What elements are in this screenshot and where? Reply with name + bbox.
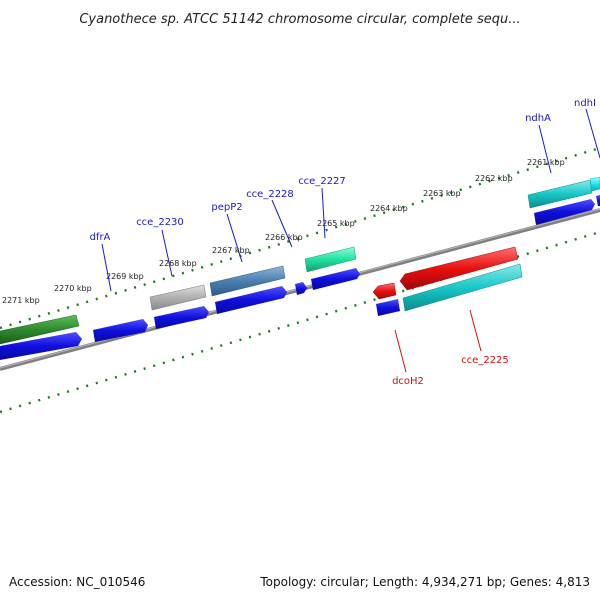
kbp-label: 2270 kbp <box>54 284 92 293</box>
kbp-label: 2263 kbp <box>423 189 461 198</box>
cds-arrow[interactable] <box>311 268 360 290</box>
gene-label-pepP2[interactable]: pepP2 <box>211 202 242 213</box>
gene-label-dfrA[interactable]: dfrA <box>90 232 111 243</box>
forward-gene-labels: dfrA cce_2230 pepP2 cce_2228 cce_2227 nd… <box>90 98 596 243</box>
kbp-label: 2271 kbp <box>2 296 40 305</box>
gene-red[interactable] <box>399 246 519 291</box>
reverse-gene-labels: dcoH2 cce_2225 <box>392 355 509 387</box>
cds-arrow[interactable] <box>596 195 600 206</box>
gene-ndhI[interactable] <box>589 176 600 192</box>
cds-arrow[interactable] <box>215 286 287 314</box>
gene-cce-2230[interactable] <box>149 284 207 311</box>
topology-stats-text: Topology: circular; Length: 4,934,271 bp… <box>259 575 590 589</box>
gene-pepP2[interactable] <box>209 265 286 297</box>
gene-label-ndhI[interactable]: ndhI <box>574 98 596 109</box>
kbp-label: 2264 kbp <box>370 204 408 213</box>
gene-label-cce-2228[interactable]: cce_2228 <box>246 189 294 200</box>
accession-text: Accession: NC_010546 <box>9 575 145 589</box>
forward-cds <box>0 195 600 360</box>
kbp-label: 2269 kbp <box>106 272 144 281</box>
gene-label-ndhA[interactable]: ndhA <box>525 113 551 124</box>
cds-arrow[interactable] <box>0 332 82 360</box>
gene-ndhA[interactable] <box>527 179 593 209</box>
gene-green[interactable] <box>0 314 80 345</box>
map-title: Cyanothece sp. ATCC 51142 chromosome cir… <box>79 12 520 27</box>
gene-label-cce-2230[interactable]: cce_2230 <box>136 217 184 228</box>
kbp-label: 2265 kbp <box>317 219 355 228</box>
cds-arrow[interactable] <box>154 306 209 329</box>
kbp-label: 2262 kbp <box>475 174 513 183</box>
kbp-label: 2268 kbp <box>159 259 197 268</box>
reverse-genes <box>372 246 523 316</box>
forward-genes <box>0 176 600 345</box>
label-leaders <box>101 108 600 373</box>
gene-cce-2225[interactable] <box>402 263 523 312</box>
kbp-labels: 2271 kbp 2270 kbp 2269 kbp 2268 kbp 2267… <box>2 158 565 305</box>
gene-label-dcoH2[interactable]: dcoH2 <box>392 376 424 387</box>
cds-arrow[interactable] <box>295 282 307 295</box>
cds-arrow[interactable] <box>376 299 400 316</box>
gene-label-cce-2227[interactable]: cce_2227 <box>298 176 346 187</box>
kbp-label: 2266 kbp <box>265 233 303 242</box>
kbp-label: 2267 kbp <box>212 246 250 255</box>
gene-label-cce-2225[interactable]: cce_2225 <box>461 355 509 366</box>
gene-cce-2227[interactable] <box>304 246 357 273</box>
gene-dcoH2[interactable] <box>372 282 397 300</box>
cds-arrow[interactable] <box>93 319 148 342</box>
kbp-label: 2261 kbp <box>527 158 565 167</box>
cds-arrow[interactable] <box>534 199 595 225</box>
